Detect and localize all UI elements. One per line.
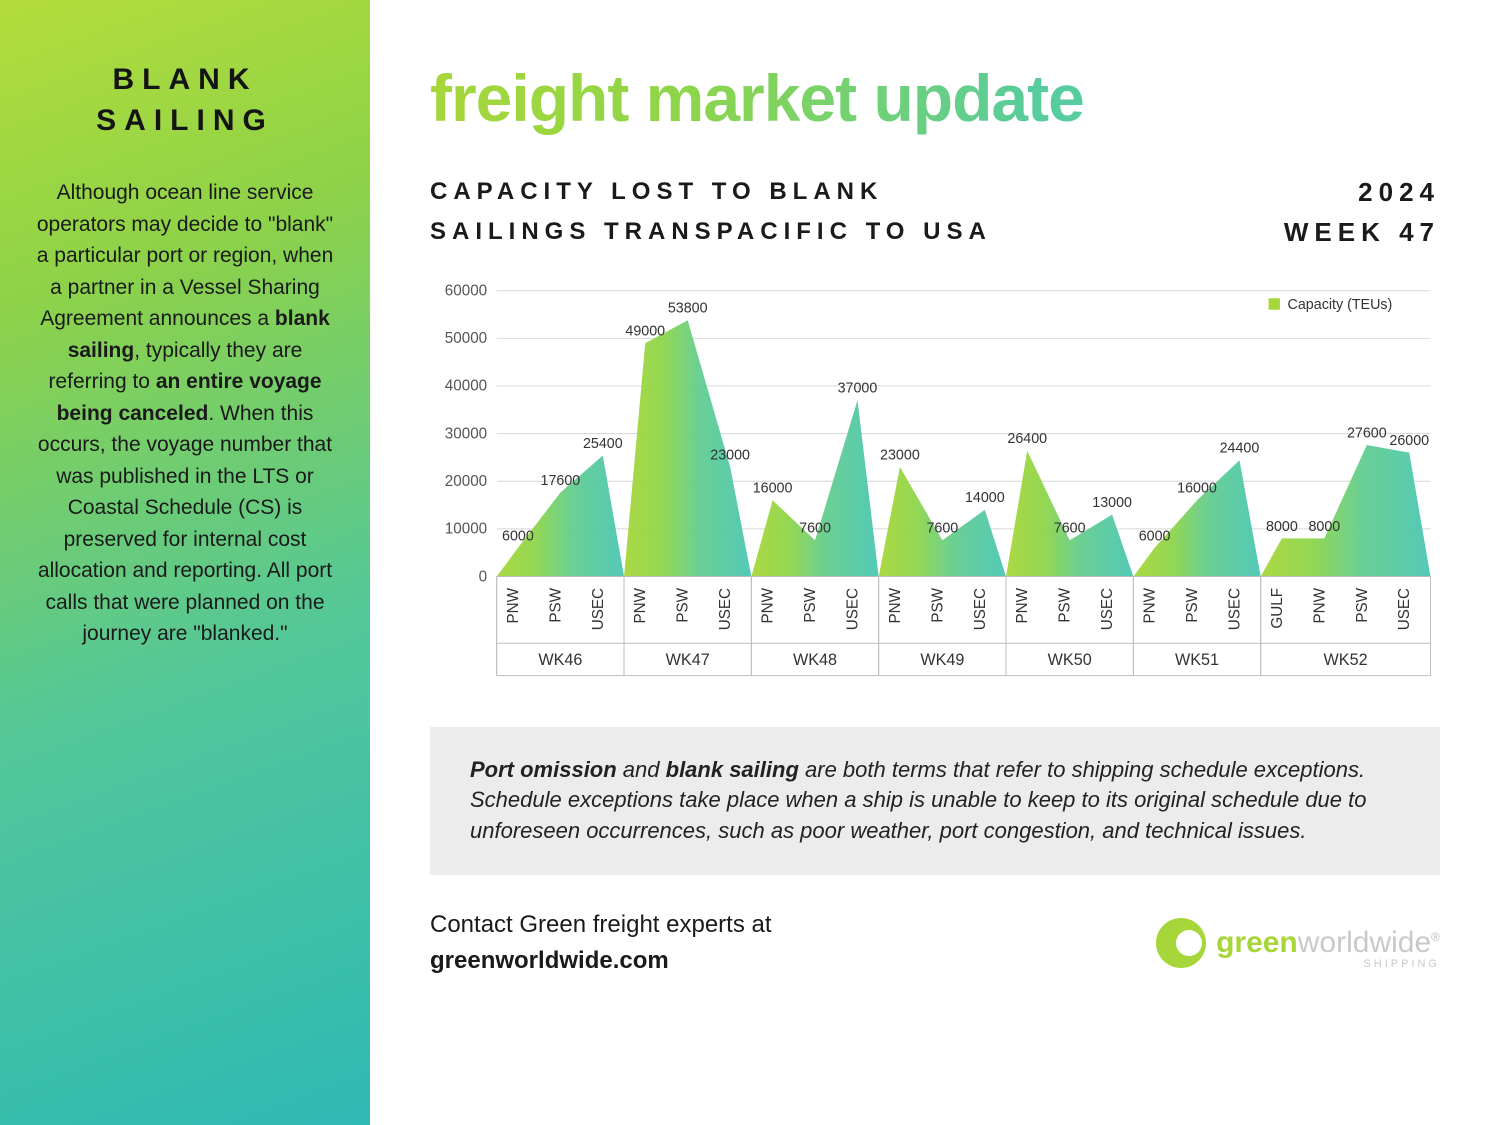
contact-line1: Contact Green freight experts at [430,911,772,938]
svg-text:PNW: PNW [1014,587,1031,623]
svg-text:USEC: USEC [717,588,734,630]
logo-wordmark: greenworldwide® SHIPPING [1216,926,1440,960]
svg-text:USEC: USEC [1396,588,1413,630]
svg-text:16000: 16000 [1177,480,1217,496]
main-content: freight market update CAPACITY LOST TO B… [370,0,1500,1125]
svg-text:PSW: PSW [547,587,564,622]
week-label: WEEK 47 [1284,217,1440,247]
contact-block: Contact Green freight experts at greenwo… [430,907,772,979]
sidebar-heading-l2: SAILING [96,104,274,137]
svg-text:Capacity (TEUs): Capacity (TEUs) [1288,296,1393,312]
svg-text:USEC: USEC [590,588,607,630]
definition-note: Port omission and blank sailing are both… [430,727,1440,875]
date-block: 2024 WEEK 47 [1284,172,1440,253]
svg-text:13000: 13000 [1092,495,1132,511]
svg-text:USEC: USEC [1099,588,1116,630]
svg-text:30000: 30000 [445,425,487,442]
svg-text:PNW: PNW [505,587,522,623]
svg-text:49000: 49000 [625,323,665,339]
svg-text:0: 0 [479,568,487,585]
page-title: freight market update [430,60,1440,136]
svg-text:27600: 27600 [1347,425,1387,441]
svg-text:PNW: PNW [760,587,777,623]
logo-mark-icon [1156,918,1206,968]
svg-text:7600: 7600 [799,520,831,536]
svg-text:26400: 26400 [1007,431,1047,447]
svg-text:6000: 6000 [502,528,534,544]
svg-text:WK50: WK50 [1048,651,1092,669]
svg-text:8000: 8000 [1308,518,1340,534]
svg-text:14000: 14000 [965,490,1005,506]
chart-svg: 0 10000 20000 30000 40000 50000 60000 6000 17600… [430,271,1440,701]
svg-text:PNW: PNW [632,587,649,623]
page: BLANK SAILING Although ocean line servic… [0,0,1500,1125]
svg-text:23000: 23000 [880,447,920,463]
svg-text:23000: 23000 [710,447,750,463]
footer: Contact Green freight experts at greenwo… [430,907,1440,979]
svg-text:40000: 40000 [445,377,487,394]
svg-text:8000: 8000 [1266,518,1298,534]
svg-text:WK51: WK51 [1175,651,1219,669]
svg-text:PSW: PSW [675,587,692,622]
chart-subtitle: CAPACITY LOST TO BLANK SAILINGS TRANSPAC… [430,172,992,251]
svg-text:WK47: WK47 [666,651,710,669]
logo-text-green: green [1216,926,1298,959]
registered-icon: ® [1431,930,1440,944]
logo-text-rest: worldwide [1298,926,1431,959]
svg-text:6000: 6000 [1139,528,1171,544]
brand-logo: greenworldwide® SHIPPING [1156,918,1440,968]
svg-text:53800: 53800 [668,300,708,316]
svg-text:PSW: PSW [802,587,819,622]
svg-text:WK46: WK46 [538,651,582,669]
svg-text:PSW: PSW [1057,587,1074,622]
svg-text:USEC: USEC [844,588,861,630]
svg-text:60000: 60000 [445,282,487,299]
year-label: 2024 [1358,177,1440,207]
svg-text:PNW: PNW [1142,587,1159,623]
svg-text:17600: 17600 [541,473,581,489]
svg-text:25400: 25400 [583,435,623,451]
svg-text:USEC: USEC [972,588,989,630]
svg-text:7600: 7600 [926,520,958,536]
sidebar-heading: BLANK SAILING [32,60,338,141]
svg-text:WK48: WK48 [793,651,837,669]
sidebar-body: Although ocean line service operators ma… [32,177,338,650]
contact-url[interactable]: greenworldwide.com [430,947,669,974]
svg-text:GULF: GULF [1269,588,1286,629]
svg-text:24400: 24400 [1220,440,1260,456]
svg-text:10000: 10000 [445,520,487,537]
svg-text:50000: 50000 [445,330,487,347]
svg-text:37000: 37000 [838,380,878,396]
svg-text:PNW: PNW [887,587,904,623]
svg-text:20000: 20000 [445,473,487,490]
svg-text:PSW: PSW [1354,587,1371,622]
svg-text:7600: 7600 [1054,520,1086,536]
svg-text:USEC: USEC [1226,588,1243,630]
sidebar: BLANK SAILING Although ocean line servic… [0,0,370,1125]
svg-text:WK49: WK49 [920,651,964,669]
capacity-chart: 0 10000 20000 30000 40000 50000 60000 6000 17600… [430,271,1440,701]
svg-text:WK52: WK52 [1324,651,1368,669]
svg-text:PNW: PNW [1311,587,1328,623]
logo-subtext: SHIPPING [1363,958,1440,970]
svg-text:PSW: PSW [1184,587,1201,622]
chart-subtitle-l2: SAILINGS TRANSPACIFIC TO USA [430,218,992,245]
chart-subtitle-l1: CAPACITY LOST TO BLANK [430,178,883,205]
subhead-row: CAPACITY LOST TO BLANK SAILINGS TRANSPAC… [430,172,1440,253]
svg-text:16000: 16000 [753,480,793,496]
sidebar-heading-l1: BLANK [113,63,258,96]
svg-text:26000: 26000 [1389,433,1429,449]
svg-text:PSW: PSW [929,587,946,622]
